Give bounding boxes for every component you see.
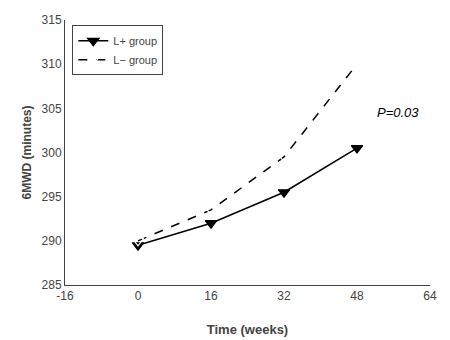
svg-text:48: 48 — [350, 289, 364, 303]
svg-text:6MWD (minutes): 6MWD (minutes) — [20, 106, 34, 200]
svg-text:32: 32 — [277, 289, 291, 303]
svg-text:305: 305 — [42, 102, 62, 116]
svg-text:L+ group: L+ group — [113, 35, 157, 47]
svg-text:300: 300 — [42, 146, 62, 160]
svg-text:310: 310 — [42, 57, 62, 71]
svg-text:-16: -16 — [56, 289, 74, 303]
svg-text:295: 295 — [42, 190, 62, 204]
svg-text:L− group: L− group — [113, 54, 157, 66]
svg-text:64: 64 — [423, 289, 437, 303]
svg-text:Time (weeks): Time (weeks) — [207, 322, 288, 337]
svg-text:0: 0 — [135, 289, 142, 303]
svg-text:290: 290 — [42, 234, 62, 248]
svg-text:16: 16 — [204, 289, 218, 303]
svg-text:315: 315 — [42, 13, 62, 27]
svg-text:P=0.03: P=0.03 — [377, 105, 419, 120]
svg-text:285: 285 — [42, 278, 62, 292]
